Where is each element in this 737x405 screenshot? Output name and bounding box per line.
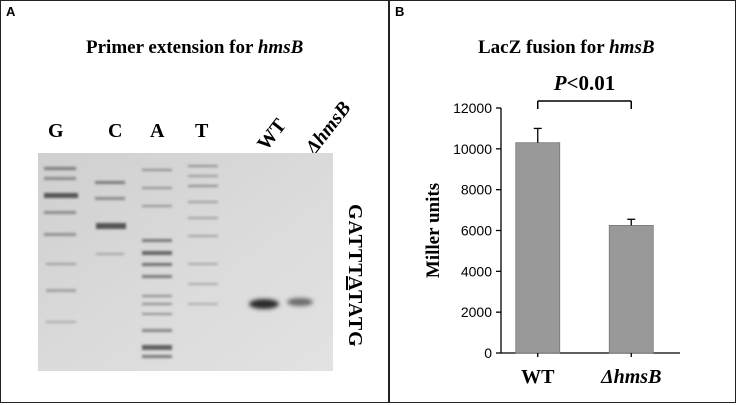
sequence-before: GATTT: [344, 204, 366, 277]
panel-b-title-gene: hmsB: [609, 37, 655, 58]
gel-background: [38, 153, 333, 371]
sequence-label: GATTTATATG: [343, 204, 366, 348]
sequence-after: TATG: [344, 290, 366, 348]
panel-a-letter: A: [6, 4, 16, 19]
y-tick-label-4000: 4000: [461, 263, 492, 279]
lane-label-mutant: ΔhmsB: [301, 97, 356, 159]
gel-lane-c: [95, 181, 126, 255]
y-tick-label-6000: 6000: [461, 223, 492, 239]
gel-lane-a: [142, 169, 172, 358]
gel-image: [38, 153, 333, 371]
panel-a: A Primer extension for hmsB G C A T WT Δ…: [0, 0, 389, 403]
x-category-label-0: WT: [521, 366, 555, 388]
gel-lane-wt: [249, 299, 279, 309]
x-category-label-1: ΔhmsB: [600, 366, 661, 388]
bar-1: [608, 224, 654, 354]
y-tick-label-8000: 8000: [461, 182, 492, 198]
panel-a-title: Primer extension for hmsB: [86, 37, 303, 59]
panel-b: B LacZ fusion for hmsB 0 2000 4000 6000 8000…: [389, 0, 736, 403]
y-tick-label-0: 0: [484, 345, 492, 361]
y-tick-label-12000: 12000: [453, 100, 492, 116]
y-tick-label-2000: 2000: [461, 304, 492, 320]
lacz-bar-chart: 0 2000 4000 6000 8000 10000 12000 Miller units W…: [423, 71, 680, 388]
lane-label-c: C: [108, 120, 123, 142]
y-tick-label-10000: 10000: [453, 141, 492, 157]
panel-a-title-gene: hmsB: [257, 37, 304, 58]
lane-label-wt: WT: [253, 114, 291, 155]
lane-label-t: T: [195, 120, 209, 142]
bar-0: [515, 142, 561, 354]
panel-b-letter: B: [395, 4, 405, 19]
panel-a-title-prefix: Primer extension for: [86, 37, 258, 58]
panel-b-title: LacZ fusion for hmsB: [478, 37, 655, 59]
lane-label-g: G: [48, 120, 64, 142]
sequence-marked-base: A: [344, 276, 366, 291]
gel-lane-t: [188, 165, 218, 305]
gel-lane-g: [44, 167, 78, 323]
lane-label-a: A: [150, 120, 165, 142]
panel-b-title-prefix: LacZ fusion for: [478, 37, 610, 58]
gel-lane-mutant: [287, 298, 313, 306]
y-axis-label: Miller units: [423, 183, 444, 278]
significance-label: P<0.01: [553, 71, 616, 95]
